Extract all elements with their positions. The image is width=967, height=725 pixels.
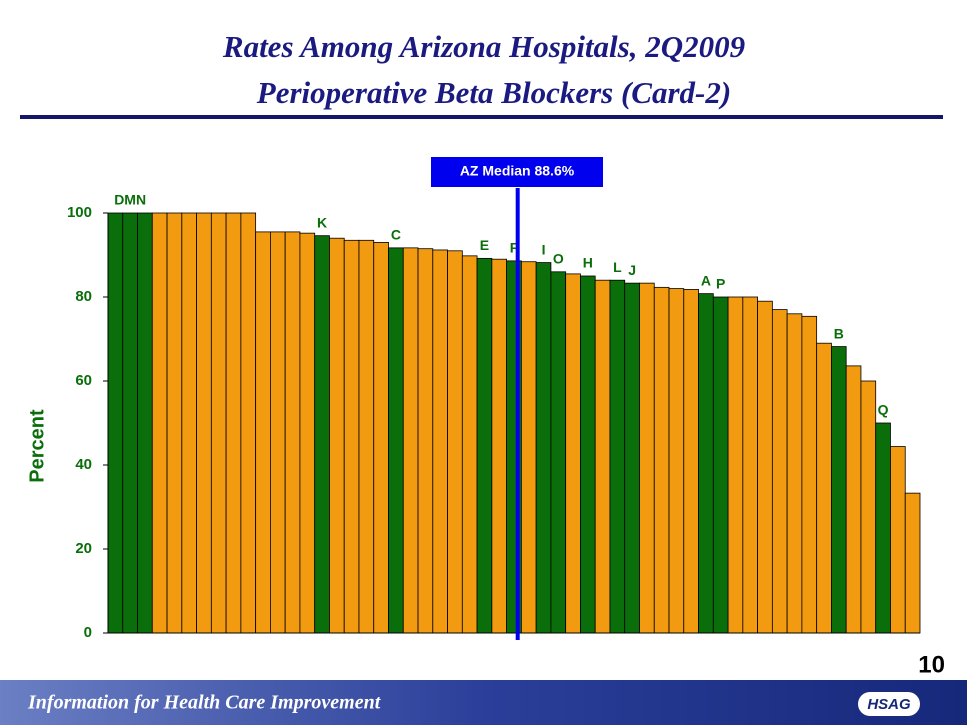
bar [343,239,360,634]
y-tick-label: 100 [67,204,92,221]
bar-label: O [553,251,564,267]
bar [875,422,891,634]
bar [225,212,242,634]
y-axis-label: Percent [26,409,48,483]
bar [255,231,271,634]
y-tick-label: 80 [75,288,92,305]
bar [712,296,729,634]
bar-label: C [391,227,401,243]
bar [447,250,463,634]
bar-label: DMN [114,192,146,208]
bar [476,257,493,634]
bar [801,315,818,634]
page-number: 10 [918,651,945,678]
bar [151,212,168,634]
bar [831,346,847,634]
bar [388,247,404,634]
chart-subtitle: Perioperative Beta Blockers (Card-2) [256,75,731,110]
bar [535,262,552,634]
bar [653,286,670,634]
y-tick-label: 20 [75,540,92,557]
bar-label: J [628,262,636,278]
bar [580,275,596,634]
bar [417,248,434,634]
bar [594,279,611,634]
bar [181,212,197,634]
bar [358,239,375,634]
bar-label: E [480,237,489,253]
bar [210,212,227,634]
bar [639,282,655,634]
bar [196,212,212,634]
median-box [431,157,603,187]
bar-label: Q [878,402,889,418]
median-label: AZ Median 88.6% [460,163,575,179]
bar-label: B [834,325,844,341]
y-tick-label: 0 [84,624,92,641]
bar [122,212,138,634]
bar [771,309,788,634]
bar [107,212,124,634]
bar [491,258,508,634]
bar [816,342,832,634]
title-rule [20,115,943,119]
footer-tagline: Information for Health Care Improvement [27,692,382,714]
bar [137,212,153,634]
bar [860,380,877,634]
bar [240,212,257,634]
bar [698,293,714,634]
bar-label: L [613,259,622,275]
bar [166,212,183,634]
bar-label: P [716,276,725,292]
bar [314,235,330,634]
bar [299,232,316,634]
bar-label: A [701,272,711,288]
bar [269,231,286,634]
bar [727,296,744,634]
bar [373,241,389,634]
bar [284,231,301,634]
bar [402,247,419,634]
bar [461,255,478,634]
bar [904,492,921,634]
bar [683,289,699,634]
bar [890,446,906,634]
bar [329,237,345,634]
bar-label: H [583,255,593,271]
bar-label: K [317,214,327,230]
bar [432,249,448,634]
bar [786,313,803,634]
bar [550,271,567,634]
y-tick-label: 40 [75,456,92,473]
bar [742,296,759,634]
bar [757,300,773,634]
footer-banner [0,680,967,725]
bar [668,288,685,634]
bar-label: F [510,240,519,256]
y-tick-label: 60 [75,372,92,389]
bar [520,261,537,634]
footer-logo: HSAG [867,696,911,713]
bar [609,279,626,634]
bar [624,282,640,634]
bar [845,365,862,634]
logo-badge [858,692,920,716]
bar-label: I [542,241,546,257]
bar [565,273,581,634]
chart-title: Rates Among Arizona Hospitals, 2Q2009 [222,29,745,64]
